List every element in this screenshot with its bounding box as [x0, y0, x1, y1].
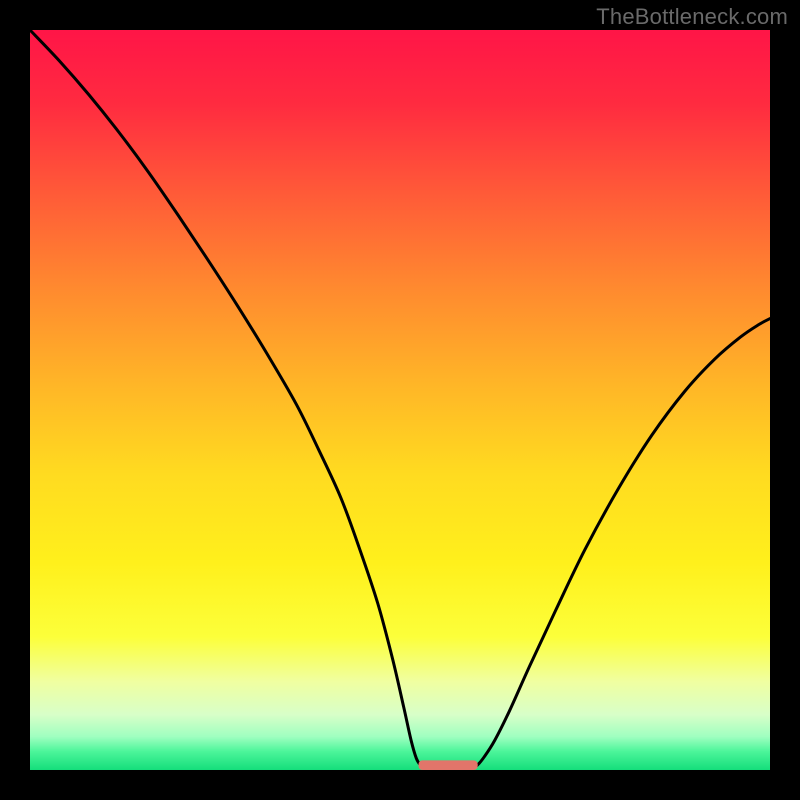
bottleneck-chart — [0, 0, 800, 800]
watermark-text: TheBottleneck.com — [596, 4, 788, 30]
plot-background — [30, 30, 770, 770]
chart-frame: TheBottleneck.com — [0, 0, 800, 800]
optimal-range-marker — [419, 760, 478, 770]
